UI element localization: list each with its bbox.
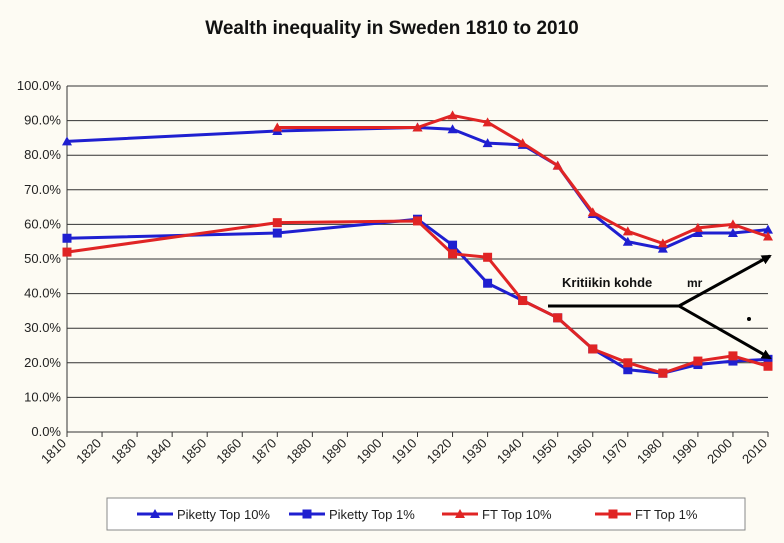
legend-label: FT Top 1%	[635, 507, 698, 522]
x-tick-label: 1810	[38, 436, 69, 467]
data-point	[728, 351, 738, 361]
data-point	[272, 228, 282, 238]
x-tick-label: 1840	[143, 436, 174, 467]
x-tick-label: 1980	[634, 436, 665, 467]
legend-label: FT Top 10%	[482, 507, 552, 522]
annotation-arrow-up	[678, 254, 772, 308]
x-tick-label: 1960	[564, 436, 595, 467]
legend-label: Piketty Top 1%	[329, 507, 415, 522]
data-point	[483, 252, 493, 262]
data-point	[763, 231, 773, 241]
x-tick-label: 1950	[529, 436, 560, 467]
data-point	[448, 249, 458, 259]
chart-title: Wealth inequality in Sweden 1810 to 2010	[205, 18, 579, 39]
data-point	[623, 358, 633, 368]
data-point	[553, 313, 563, 323]
data-point	[482, 138, 493, 148]
data-point	[517, 138, 528, 148]
x-tick-label: 2010	[739, 436, 770, 467]
data-point	[272, 218, 282, 228]
data-point	[447, 110, 458, 120]
data-point	[413, 216, 422, 226]
y-tick-label: 70.0%	[24, 182, 61, 197]
data-point	[692, 222, 703, 232]
x-tick-label: 1930	[459, 436, 490, 467]
data-point	[588, 344, 598, 354]
x-tick-label: 1890	[318, 436, 349, 467]
y-tick-label: 60.0%	[24, 216, 61, 231]
annotation-label: Kritiikin kohde	[562, 275, 652, 290]
y-tick-label: 10.0%	[24, 389, 61, 404]
x-tick-label: 1880	[283, 436, 314, 467]
series-line-0	[66, 126, 769, 251]
y-tick-label: 40.0%	[24, 286, 61, 301]
annotation-arrow-down	[678, 304, 772, 360]
x-tick-label: 1970	[599, 436, 630, 467]
data-point	[623, 365, 633, 375]
legend-label: Piketty Top 10%	[177, 507, 270, 522]
y-tick-label: 90.0%	[24, 113, 61, 128]
data-point	[622, 226, 633, 236]
x-tick-label: 1870	[248, 436, 279, 467]
data-point	[62, 247, 72, 257]
y-tick-label: 20.0%	[24, 355, 61, 370]
data-point	[448, 240, 458, 250]
data-point	[727, 228, 738, 238]
data-point	[622, 236, 633, 246]
legend-box	[106, 497, 746, 531]
annotation-note: mr	[687, 276, 703, 290]
x-tick-label: 1940	[494, 436, 525, 467]
data-point	[693, 356, 703, 366]
y-tick-label: 0.0%	[31, 424, 61, 439]
data-point	[763, 354, 773, 364]
legend-marker	[150, 509, 160, 518]
x-tick-label: 1910	[389, 436, 420, 467]
data-point	[727, 219, 738, 229]
x-tick-label: 1860	[213, 436, 244, 467]
y-tick-label: 100.0%	[17, 78, 62, 93]
legend-marker	[608, 509, 618, 519]
data-point	[272, 122, 283, 132]
series-line-2	[277, 113, 769, 245]
data-point	[62, 136, 72, 146]
data-point	[763, 361, 773, 371]
annotation-dot	[747, 317, 751, 321]
data-point	[658, 368, 668, 378]
data-point	[587, 207, 598, 217]
x-tick-label: 1920	[424, 436, 455, 467]
legend-marker	[302, 509, 312, 519]
y-tick-label: 50.0%	[24, 251, 61, 266]
data-point	[657, 243, 668, 253]
x-tick-label: 1830	[108, 436, 139, 467]
data-point	[482, 117, 493, 127]
data-point	[447, 124, 458, 134]
y-tick-label: 30.0%	[24, 320, 61, 335]
data-point	[763, 224, 773, 234]
data-point	[483, 278, 493, 288]
data-point	[692, 228, 703, 238]
x-tick-label: 1850	[178, 436, 209, 467]
legend-marker	[455, 509, 465, 518]
x-tick-label: 1820	[73, 436, 104, 467]
data-point	[62, 233, 72, 243]
y-tick-label: 80.0%	[24, 147, 61, 162]
x-tick-label: 1900	[354, 436, 385, 467]
data-point	[657, 238, 668, 248]
data-point	[518, 296, 528, 306]
data-point	[552, 160, 563, 170]
data-point	[412, 122, 423, 132]
data-point	[728, 356, 738, 366]
x-tick-label: 1990	[669, 436, 700, 467]
x-tick-label: 2000	[704, 436, 735, 467]
